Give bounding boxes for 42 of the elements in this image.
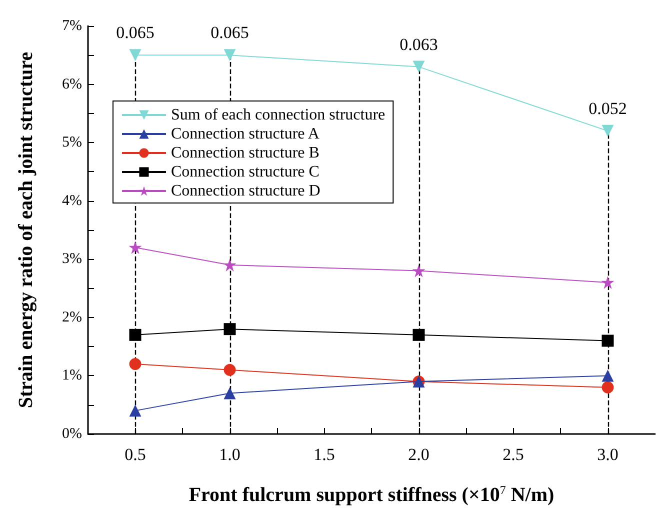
y-tick-label: 5% xyxy=(62,134,82,151)
y-tick-label: 7% xyxy=(62,18,82,34)
x-tick-label: 0.5 xyxy=(124,445,146,464)
x-tick-label: 1.0 xyxy=(219,445,240,464)
point xyxy=(601,276,614,289)
point xyxy=(224,364,236,376)
x-tick-label: 2.0 xyxy=(408,445,430,464)
legend-label: Sum of each connection structure xyxy=(171,106,386,124)
data-label: 0.065 xyxy=(116,23,154,42)
legend-label: Connection structure B xyxy=(171,144,320,162)
point xyxy=(224,323,236,336)
point xyxy=(602,124,614,137)
data-label: 0.063 xyxy=(400,34,438,54)
y-tick-label: 3% xyxy=(62,251,82,268)
y-tick-label: 6% xyxy=(62,76,82,92)
y-tick-label: 4% xyxy=(62,192,82,209)
point xyxy=(412,60,425,73)
data-label: 0.065 xyxy=(210,23,249,42)
point xyxy=(129,328,142,341)
legend-label: Connection structure C xyxy=(171,164,320,180)
point xyxy=(602,370,614,382)
point xyxy=(223,258,236,272)
point xyxy=(602,334,614,347)
point xyxy=(224,49,236,62)
y-tick-label: 0% xyxy=(62,426,82,442)
point xyxy=(602,381,614,394)
point xyxy=(129,49,142,62)
point xyxy=(412,328,425,341)
y-tick-label: 2% xyxy=(62,309,82,326)
y-axis-title: Strain energy ratio of each joint structure xyxy=(15,52,37,408)
legend-label: Connection structure D xyxy=(171,182,320,200)
y-tick-label: 1% xyxy=(62,368,82,384)
x-tick-label: 2.5 xyxy=(502,445,524,464)
x-tick-label: 1.5 xyxy=(314,445,335,464)
x-tick-label: 3.0 xyxy=(597,445,618,464)
legend-label: Connection structure A xyxy=(171,126,320,142)
point xyxy=(224,387,236,400)
point xyxy=(129,404,142,417)
point xyxy=(128,240,142,254)
point xyxy=(412,264,426,278)
point xyxy=(129,358,142,370)
data-label: 0.052 xyxy=(588,98,627,118)
